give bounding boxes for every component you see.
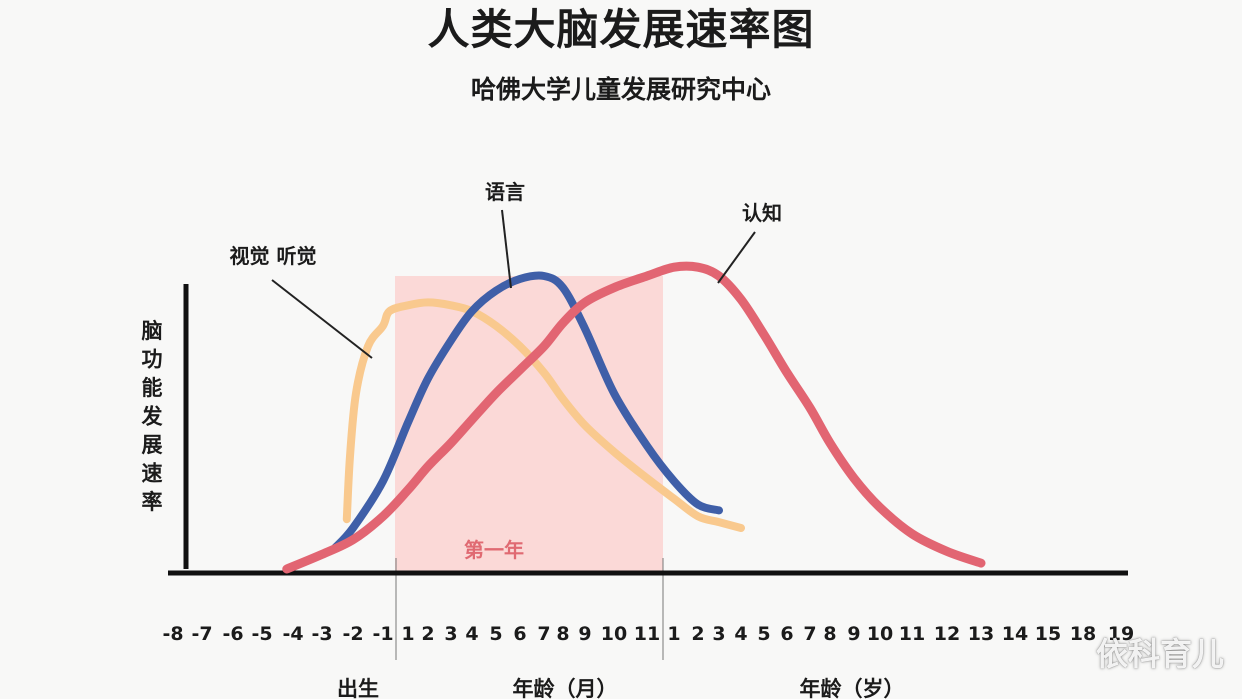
annotation-leader-line	[271, 279, 373, 359]
x-tick-label: 3	[712, 623, 725, 645]
x-section-labels: 出生 年龄（月） 年龄（岁）	[337, 677, 905, 699]
y-axis-label-char: 发	[141, 405, 164, 429]
x-tick-label: 7	[537, 623, 550, 645]
x-tick-label: 11	[634, 623, 660, 645]
x-tick-label: -1	[372, 623, 393, 645]
x-tick-label: -5	[251, 623, 272, 645]
x-tick-label: 19	[1108, 623, 1134, 645]
x-tick-label: 8	[823, 623, 836, 645]
first-year-highlight	[395, 276, 663, 573]
x-tick-label: 5	[757, 623, 770, 645]
chart-subtitle: 哈佛大学儿童发展研究中心	[470, 75, 771, 104]
x-tick-label: 10	[867, 623, 893, 645]
x-tick-label: 3	[444, 623, 457, 645]
x-section-label: 年龄（岁）	[800, 677, 905, 699]
y-axis-label-char: 率	[142, 490, 163, 514]
y-axis-label-char: 能	[142, 376, 163, 400]
annotation-leader-line	[501, 209, 512, 289]
x-tick-label: 1	[401, 623, 414, 645]
x-tick-label: -4	[282, 623, 303, 645]
y-axis-label-char: 脑	[142, 319, 163, 343]
x-tick-label: 9	[578, 623, 591, 645]
x-tick-label: 15	[1035, 623, 1061, 645]
x-tick-label: 12	[934, 623, 960, 645]
x-tick-label: 6	[513, 623, 526, 645]
x-tick-label: 10	[601, 623, 627, 645]
y-axis-label-char: 展	[142, 433, 163, 457]
x-tick-label: 18	[1070, 623, 1096, 645]
y-axis-label-char: 功	[142, 348, 163, 372]
watermark: 依科育儿	[1095, 635, 1224, 673]
x-tick-label: 13	[968, 623, 994, 645]
annotation-leader-line	[717, 231, 756, 284]
x-tick-label: -7	[191, 623, 212, 645]
x-tick-label: 5	[489, 623, 502, 645]
series-label: 语言	[485, 180, 525, 204]
x-tick-label: 2	[691, 623, 704, 645]
series-label: 认知	[742, 201, 782, 225]
first-year-label: 第一年	[464, 538, 524, 562]
series-label: 视觉 听觉	[230, 244, 317, 268]
x-tick-labels: -8 -7 -6 -5 -4 -3 -2 -1 1 2 3 4 5 6 7 8 9 10 11 1 2 3 4 5 6 7 8 9 10…	[162, 623, 1134, 645]
x-tick-label: 7	[803, 623, 816, 645]
x-tick-label: 6	[780, 623, 793, 645]
x-tick-label: 4	[465, 623, 478, 645]
language-curve	[330, 271, 723, 553]
x-tick-label: -8	[162, 623, 183, 645]
x-tick-label: -2	[342, 623, 363, 645]
x-tick-label: 8	[556, 623, 569, 645]
x-tick-label: 2	[421, 623, 434, 645]
cognition-curve	[282, 261, 986, 574]
x-tick-label: 11	[899, 623, 925, 645]
vision-hearing-curve	[342, 298, 745, 532]
x-tick-label: -3	[311, 623, 332, 645]
curves	[282, 261, 986, 574]
x-tick-label: 14	[1002, 623, 1028, 645]
x-section-label: 出生	[337, 677, 379, 699]
x-section-label: 年龄（月）	[513, 677, 618, 699]
x-tick-label: 1	[667, 623, 680, 645]
x-tick-label: 4	[734, 623, 747, 645]
y-axis-label-char: 速	[142, 462, 163, 486]
x-tick-label: -6	[222, 623, 243, 645]
x-tick-label: 9	[847, 623, 860, 645]
chart-title: 人类大脑发展速率图	[427, 5, 815, 54]
